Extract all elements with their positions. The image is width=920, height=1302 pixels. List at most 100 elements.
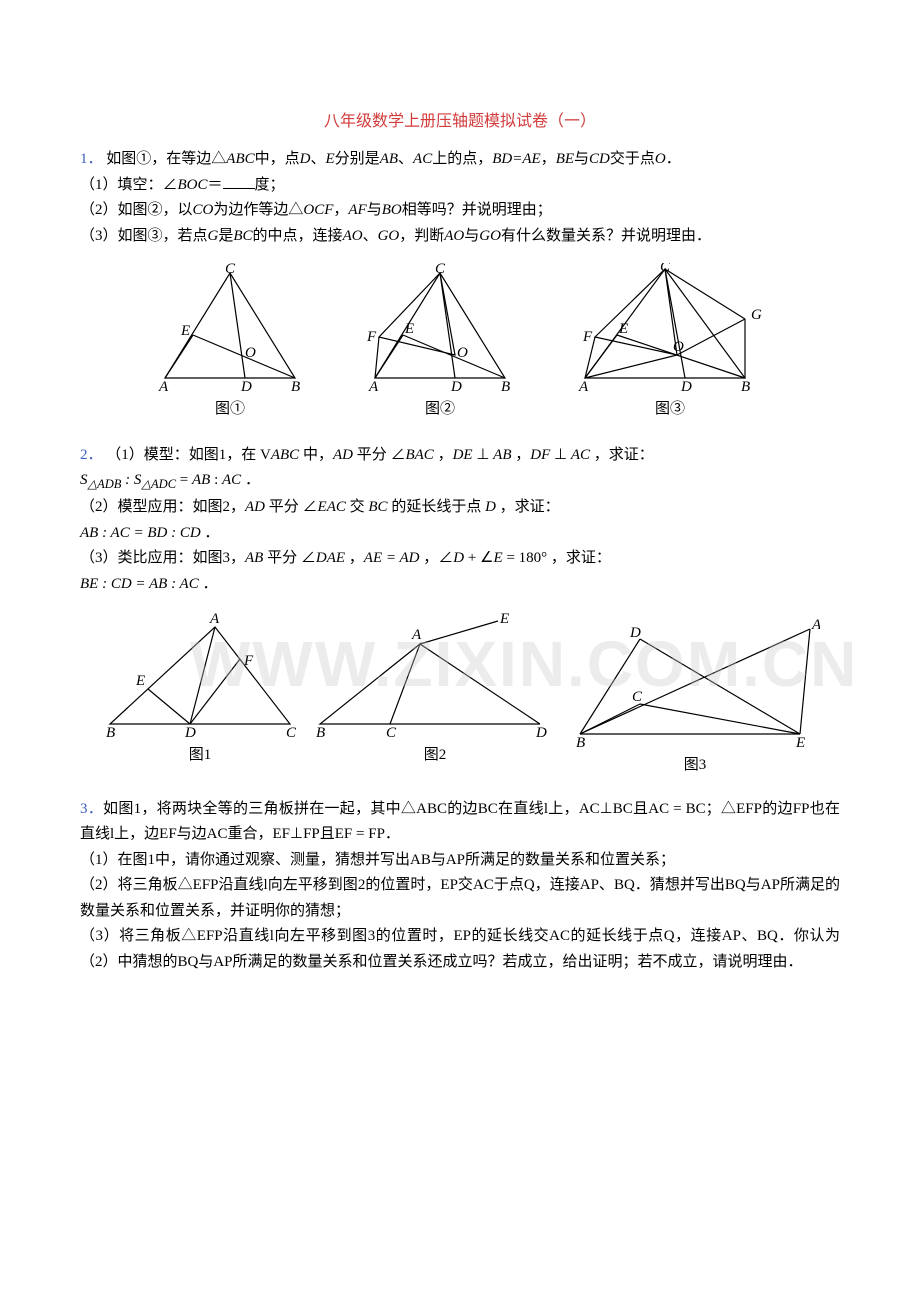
text: 中， xyxy=(299,447,333,463)
svg-text:B: B xyxy=(291,379,300,393)
text: （2）模型应用：如图2， xyxy=(80,499,245,515)
svg-text:E: E xyxy=(135,673,145,689)
text: 平分 ∠ xyxy=(353,447,406,463)
text: 如图①，在等边△ xyxy=(106,151,226,167)
sym: : S xyxy=(121,472,141,488)
sym: BD=AE xyxy=(492,151,540,167)
p1-fig3: A D B C E F O G xyxy=(565,263,775,393)
svg-text:O: O xyxy=(245,345,256,361)
sym: BOC xyxy=(178,177,208,193)
svg-text:C: C xyxy=(660,263,671,275)
text: 如图1，将两块全等的三角板拼在一起，其中△ABC的边BC在直线l上，AC⊥BC且… xyxy=(80,801,840,843)
text: ， xyxy=(434,447,453,463)
text: ． xyxy=(201,525,220,541)
text: ． xyxy=(666,151,681,167)
sym: AO xyxy=(444,228,464,244)
sym: AB xyxy=(192,472,210,488)
svg-text:C: C xyxy=(435,263,446,277)
sym: D xyxy=(453,550,464,566)
svg-text:E: E xyxy=(499,611,509,627)
sym: O xyxy=(655,151,666,167)
svg-text:B: B xyxy=(106,725,115,739)
svg-text:A: A xyxy=(368,379,379,393)
text: 是 xyxy=(218,228,233,244)
p3-q2: （2）将三角板△EFP沿直线l向左平移到图2的位置时，EP交AC于点Q，连接AP… xyxy=(80,873,840,924)
text: （2）如图②，以 xyxy=(80,202,193,218)
svg-text:O: O xyxy=(457,345,468,361)
svg-text:B: B xyxy=(741,379,750,393)
fig-caption: 图2 xyxy=(424,743,447,769)
fill-blank xyxy=(223,176,255,189)
svg-text:E: E xyxy=(618,321,628,337)
p3-intro: 3．如图1，将两块全等的三角板拼在一起，其中△ABC的边BC在直线l上，AC⊥B… xyxy=(80,797,840,848)
text: 为边作等边△ xyxy=(213,202,303,218)
svg-text:O: O xyxy=(673,339,684,355)
text: 、 xyxy=(310,151,325,167)
svg-text:A: A xyxy=(209,611,220,627)
p1-q3: （3）如图③，若点G是BC的中点，连接AO、GO，判断AO与GO有什么数量关系？… xyxy=(80,224,840,250)
sym: AE = AD xyxy=(364,550,420,566)
text: ， xyxy=(512,447,531,463)
sym: △ADC xyxy=(141,477,176,491)
text: 中，点 xyxy=(255,151,300,167)
text: （1）填空：∠ xyxy=(80,177,178,193)
text: ，判断 xyxy=(399,228,444,244)
p2-q1-res: S△ADB : S△ADC = AB : AC ． xyxy=(80,468,840,495)
fig-caption: 图1 xyxy=(189,743,212,769)
text: ， xyxy=(419,550,438,566)
text: 有什么数量关系？并说明理由． xyxy=(501,228,711,244)
svg-text:D: D xyxy=(450,379,462,393)
sym: S xyxy=(80,472,88,488)
text: = 180° ，求证： xyxy=(503,550,611,566)
sym: AC xyxy=(222,472,241,488)
text: ， xyxy=(345,550,364,566)
p1-q1: （1）填空：∠BOC＝度； xyxy=(80,173,840,199)
text: + ∠ xyxy=(464,550,493,566)
svg-text:D: D xyxy=(629,625,641,641)
sym: D xyxy=(485,499,496,515)
p1-figures: A D B C E O 图① A xyxy=(80,263,840,423)
p3-num: 3． xyxy=(80,801,103,817)
sym: BE xyxy=(556,151,574,167)
sym: GO xyxy=(378,228,400,244)
p2-figures: B D C A E F 图1 B C D xyxy=(80,609,840,779)
text: 、 xyxy=(363,228,378,244)
fig-caption: 图① xyxy=(215,397,245,423)
sym: △ADB xyxy=(88,477,122,491)
sym: OCF xyxy=(303,202,333,218)
p2-fig2: B C D A E xyxy=(310,609,560,739)
text: （1）模型：如图1，在 V xyxy=(106,447,271,463)
page-title: 八年级数学上册压轴题模拟试卷（一） xyxy=(80,108,840,135)
svg-text:F: F xyxy=(243,653,254,669)
text: ＝ xyxy=(208,177,223,193)
svg-text:B: B xyxy=(501,379,510,393)
svg-text:F: F xyxy=(366,329,377,345)
svg-text:E: E xyxy=(404,321,414,337)
sym: AB : AC = BD : CD xyxy=(80,525,201,541)
text: 平分 ∠ xyxy=(265,499,318,515)
svg-text:A: A xyxy=(158,379,169,393)
text: ⊥ xyxy=(550,447,571,463)
svg-text:D: D xyxy=(184,725,196,739)
p1-num: 1． xyxy=(80,151,103,167)
svg-text:D: D xyxy=(680,379,692,393)
sym: AO xyxy=(343,228,363,244)
sym: BAC xyxy=(405,447,433,463)
sym: AB xyxy=(245,550,263,566)
text: : xyxy=(210,472,222,488)
text: 上的点， xyxy=(432,151,492,167)
text: ⊥ xyxy=(473,447,494,463)
text: = xyxy=(176,472,192,488)
svg-text:F: F xyxy=(582,329,593,345)
text: （3）如图③，若点 xyxy=(80,228,208,244)
p2-num: 2． xyxy=(80,447,103,463)
text: ，求证： xyxy=(496,499,560,515)
sym: AD xyxy=(333,447,353,463)
text: 的延长线于点 xyxy=(388,499,486,515)
text: （3）类比应用：如图3， xyxy=(80,550,245,566)
sym: DE xyxy=(453,447,473,463)
sym: CO xyxy=(193,202,214,218)
sym: BC xyxy=(368,499,387,515)
p3-q3: （3）将三角板△EFP沿直线l向左平移到图3的位置时，EP的延长线交AC的延长线… xyxy=(80,924,840,975)
text: ， xyxy=(541,151,556,167)
